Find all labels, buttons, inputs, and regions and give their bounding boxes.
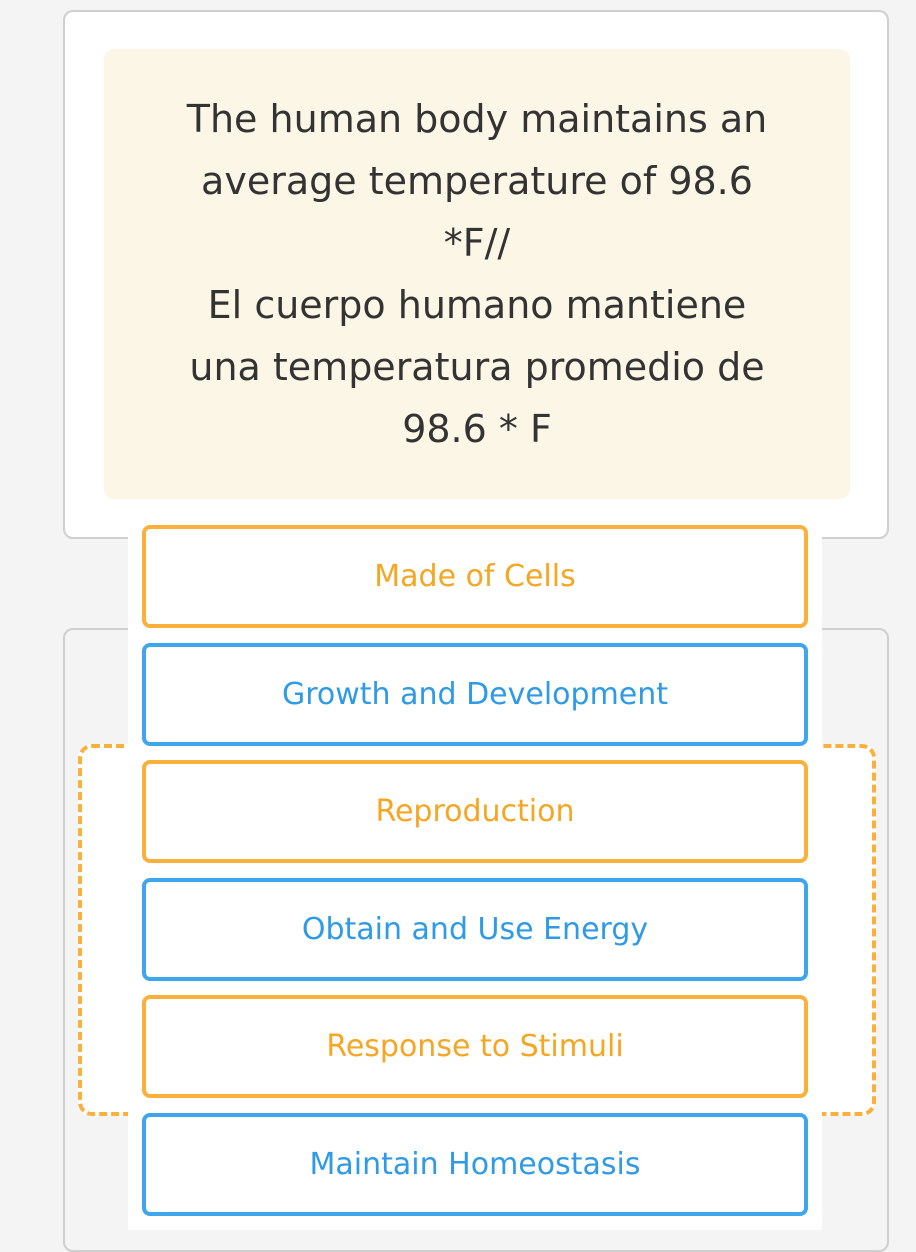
option-label: Obtain and Use Energy	[301, 912, 649, 947]
option-label: Reproduction	[375, 794, 575, 829]
option-label: Maintain Homeostasis	[309, 1147, 641, 1182]
option-response-to-stimuli[interactable]: Response to Stimuli	[142, 995, 808, 1098]
prompt-line: average temperature of 98.6	[201, 159, 753, 203]
prompt-line: *F//	[443, 221, 511, 265]
prompt-line: una temperatura promedio de	[189, 345, 765, 389]
option-maintain-homeostasis[interactable]: Maintain Homeostasis	[142, 1113, 808, 1216]
prompt-line: 98.6 * F	[402, 407, 552, 451]
option-growth-and-development[interactable]: Growth and Development	[142, 643, 808, 746]
prompt-line: The human body maintains an	[186, 97, 768, 141]
prompt-text: The human body maintains an average temp…	[104, 49, 850, 499]
options-dropdown-panel	[128, 510, 822, 1230]
option-label: Response to Stimuli	[326, 1029, 624, 1064]
option-made-of-cells[interactable]: Made of Cells	[142, 525, 808, 628]
question-card: The human body maintains an average temp…	[63, 10, 889, 539]
option-reproduction[interactable]: Reproduction	[142, 760, 808, 863]
prompt-line: El cuerpo humano mantiene	[207, 283, 747, 327]
option-label: Growth and Development	[281, 677, 669, 712]
option-obtain-and-use-energy[interactable]: Obtain and Use Energy	[142, 878, 808, 981]
option-label: Made of Cells	[374, 559, 576, 594]
